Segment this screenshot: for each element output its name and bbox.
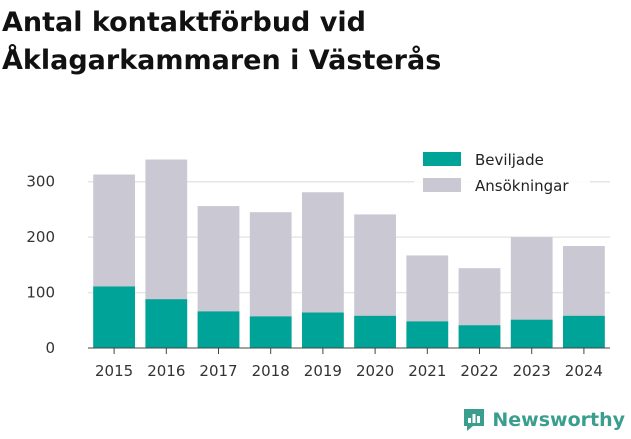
bar-beviljade-2022 [458, 325, 501, 348]
legend-swatch [423, 152, 461, 166]
bar-beviljade-2024 [563, 315, 605, 348]
brand-logo: Newsworthy [462, 407, 625, 433]
legend-label: Beviljade [475, 151, 544, 169]
newsworthy-logo-icon [464, 409, 485, 431]
x-tick-label: 2020 [356, 362, 394, 380]
x-tick-label: 2024 [565, 362, 603, 380]
bar-beviljade-2020 [354, 315, 396, 348]
brand-name: Newsworthy [492, 409, 625, 431]
x-tick-label: 2021 [408, 362, 446, 380]
y-tick-label: 300 [26, 173, 55, 191]
x-tick-label: 2019 [304, 362, 342, 380]
x-tick-label: 2023 [513, 362, 551, 380]
x-tick-label: 2022 [460, 362, 498, 380]
bar-beviljade-2015 [93, 286, 135, 348]
x-tick-label: 2018 [252, 362, 290, 380]
chart-title: Antal kontaktförbud vid Åklagarkammaren … [2, 7, 442, 76]
bar-beviljade-2023 [510, 319, 553, 348]
legend-label: Ansökningar [475, 177, 569, 195]
y-tick-label: 100 [26, 284, 55, 302]
bar-beviljade-2021 [406, 321, 449, 348]
x-tick-label: 2015 [95, 362, 133, 380]
y-tick-label: 200 [26, 228, 55, 246]
x-tick-label: 2017 [199, 362, 237, 380]
legend-swatch [423, 178, 461, 192]
bar-beviljade-2017 [197, 311, 240, 348]
bar-beviljade-2019 [302, 312, 344, 348]
x-tick-label: 2016 [147, 362, 185, 380]
bar-beviljade-2018 [249, 316, 292, 348]
y-tick-label: 0 [45, 339, 55, 357]
bar-beviljade-2016 [145, 299, 188, 348]
